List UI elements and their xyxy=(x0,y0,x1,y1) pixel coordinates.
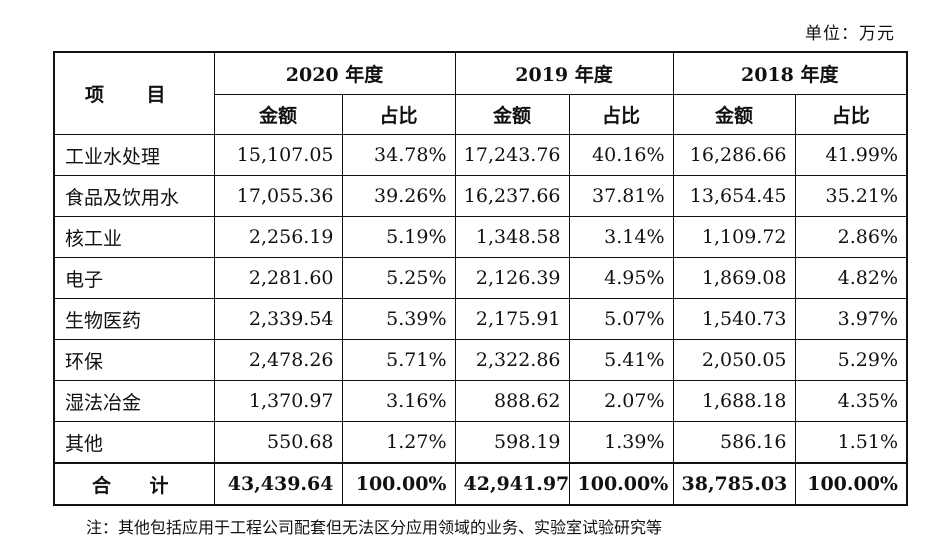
table-row: 核工业 2,256.19 5.19% 1,348.58 3.14% 1,109.72 2.8… xyxy=(53,216,908,258)
row-label: 环保 xyxy=(53,339,215,381)
amount-cell: 15,107.05 xyxy=(213,134,343,176)
ratio-cell: 1.51% xyxy=(794,421,908,464)
table-row: 其他 550.68 1.27% 598.19 1.39% 586.16 1.51% xyxy=(53,421,908,464)
unit-label: 单位：万元 xyxy=(805,24,895,44)
row-label: 其他 xyxy=(53,421,215,464)
year-header-2020: 2020 年度 xyxy=(213,51,456,95)
amount-cell: 2,339.54 xyxy=(213,298,343,340)
amount-cell: 2,281.60 xyxy=(213,257,343,299)
total-cell: 43,439.64 xyxy=(213,462,343,506)
ratio-cell: 5.71% xyxy=(341,339,456,381)
amount-cell: 2,126.39 xyxy=(454,257,570,299)
ratio-cell: 39.26% xyxy=(341,175,456,217)
amount-cell: 550.68 xyxy=(213,421,343,464)
total-cell: 42,941.97 xyxy=(454,462,570,506)
total-label: 合 计 xyxy=(53,462,215,506)
item-column-header: 项 目 xyxy=(53,51,215,135)
ratio-cell: 3.16% xyxy=(341,380,456,422)
footnote: 注：其他包括应用于工程公司配套但无法区分应用领域的业务、实验室试验研究等 xyxy=(86,518,663,537)
total-row: 合 计 43,439.64 100.00% 42,941.97 100.00% … xyxy=(53,462,908,506)
ratio-cell: 3.97% xyxy=(794,298,908,340)
ratio-cell: 37.81% xyxy=(568,175,674,217)
row-label: 生物医药 xyxy=(53,298,215,340)
amount-header: 金额 xyxy=(672,94,796,135)
row-label: 工业水处理 xyxy=(53,134,215,176)
ratio-cell: 3.14% xyxy=(568,216,674,258)
total-cell: 38,785.03 xyxy=(672,462,796,506)
amount-cell: 13,654.45 xyxy=(672,175,796,217)
ratio-cell: 5.29% xyxy=(794,339,908,381)
amount-cell: 888.62 xyxy=(454,380,570,422)
year-header-2019: 2019 年度 xyxy=(454,51,674,95)
ratio-header: 占比 xyxy=(341,94,456,135)
ratio-cell: 4.82% xyxy=(794,257,908,299)
row-label: 食品及饮用水 xyxy=(53,175,215,217)
sub-header-row: 金额 占比 金额 占比 金额 占比 xyxy=(54,94,908,135)
amount-cell: 17,055.36 xyxy=(213,175,343,217)
ratio-header: 占比 xyxy=(568,94,674,135)
row-label: 湿法冶金 xyxy=(53,380,215,422)
ratio-cell: 2.86% xyxy=(794,216,908,258)
table-row: 环保 2,478.26 5.71% 2,322.86 5.41% 2,050.05 5.29… xyxy=(53,339,908,381)
ratio-cell: 40.16% xyxy=(568,134,674,176)
ratio-cell: 5.25% xyxy=(341,257,456,299)
table-body: 工业水处理 15,107.05 34.78% 17,243.76 40.16% 16,28… xyxy=(53,134,908,506)
year-header-2018: 2018 年度 xyxy=(672,51,908,95)
table-row: 湿法冶金 1,370.97 3.16% 888.62 2.07% 1,688.18 4.35… xyxy=(53,380,908,422)
ratio-cell: 5.19% xyxy=(341,216,456,258)
ratio-cell: 4.35% xyxy=(794,380,908,422)
ratio-cell: 5.39% xyxy=(341,298,456,340)
ratio-cell: 5.41% xyxy=(568,339,674,381)
amount-cell: 1,348.58 xyxy=(454,216,570,258)
row-label: 核工业 xyxy=(53,216,215,258)
revenue-by-application-table: 项 目 2020 年度 2019 年度 2018 年度 金额 占比 金额 占比 … xyxy=(53,51,908,506)
amount-cell: 2,050.05 xyxy=(672,339,796,381)
amount-cell: 2,175.91 xyxy=(454,298,570,340)
table-row: 食品及饮用水 17,055.36 39.26% 16,237.66 37.81% 13,6… xyxy=(53,175,908,217)
amount-cell: 2,322.86 xyxy=(454,339,570,381)
total-cell: 100.00% xyxy=(568,462,674,506)
amount-header: 金额 xyxy=(454,94,570,135)
amount-cell: 1,109.72 xyxy=(672,216,796,258)
total-cell: 100.00% xyxy=(794,462,908,506)
ratio-cell: 1.39% xyxy=(568,421,674,464)
table-row: 电子 2,281.60 5.25% 2,126.39 4.95% 1,869.08 4.82… xyxy=(53,257,908,299)
ratio-header: 占比 xyxy=(794,94,908,135)
amount-header: 金额 xyxy=(213,94,343,135)
amount-cell: 16,237.66 xyxy=(454,175,570,217)
amount-cell: 1,869.08 xyxy=(672,257,796,299)
amount-cell: 1,688.18 xyxy=(672,380,796,422)
ratio-cell: 41.99% xyxy=(794,134,908,176)
ratio-cell: 5.07% xyxy=(568,298,674,340)
amount-cell: 598.19 xyxy=(454,421,570,464)
amount-cell: 586.16 xyxy=(672,421,796,464)
amount-cell: 16,286.66 xyxy=(672,134,796,176)
amount-cell: 17,243.76 xyxy=(454,134,570,176)
table-row: 工业水处理 15,107.05 34.78% 17,243.76 40.16% 16,28… xyxy=(53,134,908,176)
amount-cell: 1,540.73 xyxy=(672,298,796,340)
total-cell: 100.00% xyxy=(341,462,456,506)
ratio-cell: 34.78% xyxy=(341,134,456,176)
amount-cell: 1,370.97 xyxy=(213,380,343,422)
ratio-cell: 35.21% xyxy=(794,175,908,217)
ratio-cell: 4.95% xyxy=(568,257,674,299)
ratio-cell: 2.07% xyxy=(568,380,674,422)
year-header-row: 项 目 2020 年度 2019 年度 2018 年度 xyxy=(53,51,908,135)
amount-cell: 2,478.26 xyxy=(213,339,343,381)
ratio-cell: 1.27% xyxy=(341,421,456,464)
amount-cell: 2,256.19 xyxy=(213,216,343,258)
row-label: 电子 xyxy=(53,257,215,299)
table-row: 生物医药 2,339.54 5.39% 2,175.91 5.07% 1,540.73 3.… xyxy=(53,298,908,340)
